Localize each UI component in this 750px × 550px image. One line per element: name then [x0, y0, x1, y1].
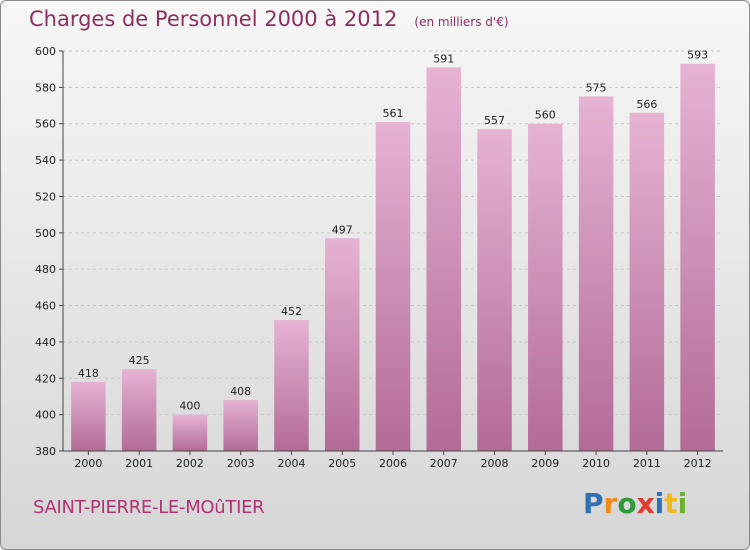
bar	[121, 369, 157, 451]
logo-letter: x	[636, 487, 655, 520]
bar	[71, 381, 106, 451]
data-label: 418	[78, 367, 99, 380]
x-tick-label: 2012	[684, 457, 712, 470]
x-tick-label: 2003	[227, 457, 255, 470]
y-tick-label: 540	[35, 154, 56, 167]
x-tick-label: 2008	[481, 457, 509, 470]
y-tick-label: 580	[35, 81, 56, 94]
data-label: 561	[383, 107, 404, 120]
logo-letter: t	[664, 487, 678, 520]
y-tick-label: 520	[35, 190, 56, 203]
x-tick-label: 2010	[582, 457, 610, 470]
data-label: 557	[484, 114, 505, 127]
data-label: 566	[636, 98, 657, 111]
logo-letter: i	[677, 487, 688, 520]
bars: 418 425 400 408 452 497 561 591 557 560 575 566 593	[71, 49, 715, 452]
axes: 380 400 420 440 460 480 500 520 540 560 580 600 2000…	[35, 45, 723, 470]
x-tick-label: 2009	[531, 457, 559, 470]
bar	[578, 96, 614, 452]
x-tick-label: 2011	[633, 457, 661, 470]
data-label: 400	[179, 400, 200, 413]
data-label: 591	[433, 52, 454, 65]
x-tick-label: 2000	[74, 457, 102, 470]
bar	[375, 121, 411, 451]
bar	[680, 63, 715, 452]
y-tick-label: 480	[35, 263, 56, 276]
bar	[223, 400, 258, 451]
x-tick-label: 2005	[328, 457, 356, 470]
data-label: 593	[687, 49, 708, 62]
logo-letter: r	[603, 487, 618, 520]
data-label: 497	[332, 223, 353, 236]
bar	[477, 129, 512, 451]
data-label: 575	[586, 81, 607, 94]
y-tick-label: 600	[35, 45, 56, 58]
y-tick-label: 380	[35, 445, 56, 458]
proxiti-logo[interactable]: Proxiti	[583, 487, 687, 520]
x-tick-label: 2006	[379, 457, 407, 470]
logo-letter: o	[617, 487, 637, 520]
bar	[274, 320, 309, 451]
data-label: 452	[281, 305, 302, 318]
y-tick-label: 440	[35, 336, 56, 349]
y-tick-label: 420	[35, 372, 56, 385]
town-name: SAINT-PIERRE-LE-MOûTIER	[33, 497, 265, 518]
chart-title: Charges de Personnel 2000 à 2012	[29, 7, 398, 31]
bar	[629, 112, 665, 452]
logo-letter: i	[654, 487, 665, 520]
x-tick-label: 2007	[430, 457, 458, 470]
logo-letter: P	[583, 487, 604, 520]
bar	[324, 238, 360, 451]
bar	[172, 414, 208, 451]
y-tick-label: 500	[35, 227, 56, 240]
x-tick-label: 2002	[176, 457, 204, 470]
y-tick-label: 560	[35, 118, 56, 131]
y-tick-label: 460	[35, 300, 56, 313]
data-label: 425	[129, 354, 150, 367]
x-tick-label: 2001	[125, 457, 153, 470]
bar	[528, 123, 563, 452]
chart-subtitle: (en milliers d'€)	[414, 15, 509, 29]
data-label: 560	[535, 109, 556, 122]
data-label: 408	[230, 385, 251, 398]
bar	[426, 67, 462, 451]
title-row: Charges de Personnel 2000 à 2012 (en mil…	[29, 7, 509, 31]
y-tick-label: 400	[35, 409, 56, 422]
x-tick-label: 2004	[277, 457, 305, 470]
